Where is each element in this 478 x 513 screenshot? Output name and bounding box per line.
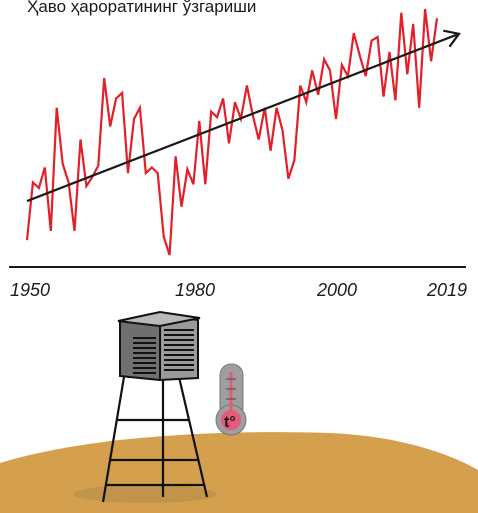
ground-shadow [73, 485, 217, 503]
x-tick-label: 2019 [426, 280, 467, 300]
ground-hill [0, 432, 478, 513]
temperature-series-line [25, 8, 439, 256]
thermometer-icon: t° [215, 363, 247, 436]
x-tick-labels: 1950 1980 2000 2019 [10, 280, 467, 300]
trend-line [26, 32, 460, 203]
weather-station-icon [101, 310, 209, 503]
x-tick-label: 2000 [316, 280, 357, 300]
thermometer-label: t° [224, 414, 236, 431]
x-tick-label: 1980 [175, 280, 215, 300]
x-tick-label: 1950 [10, 280, 50, 300]
chart-marks [25, 8, 461, 256]
chart-title: Ҳаво ҳароратининг ўзгариши [27, 0, 257, 16]
trend-arrowhead [443, 29, 461, 48]
